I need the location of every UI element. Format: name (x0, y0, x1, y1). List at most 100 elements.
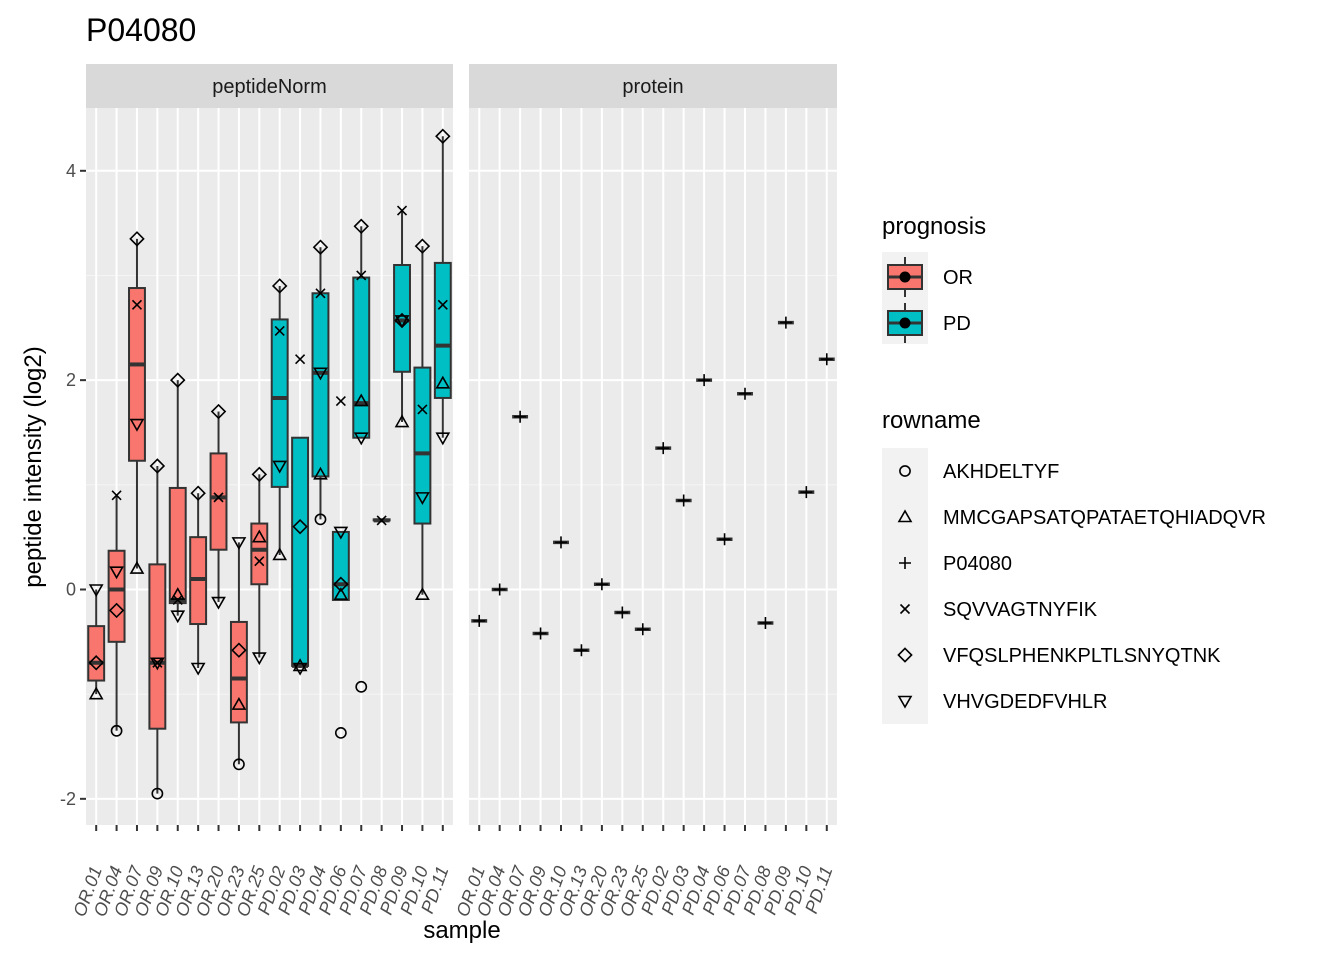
box-body (311, 292, 330, 478)
box-PD.11 (433, 136, 452, 438)
strip-background (469, 64, 837, 108)
point-akhdeltyf (233, 758, 245, 771)
point-p04080 (473, 614, 486, 627)
point-sqvvagtnyfik (274, 325, 285, 337)
chart-title: P04080 (86, 12, 196, 48)
legend-rowname-keys (882, 448, 928, 724)
point-mmcgapsatqpataetqhiadqvr (88, 686, 104, 700)
point-p04080 (575, 644, 588, 657)
point-p04080 (555, 536, 567, 549)
point-sqvvagtnyfik (356, 270, 367, 281)
point-p04080 (820, 353, 833, 366)
y-tick-label: 4 (66, 161, 76, 181)
legend-label: SQVVAGTNYFIK (943, 599, 1098, 621)
box-body (291, 436, 310, 667)
point-vhvgdedfvhlr (231, 537, 247, 550)
box-body (128, 287, 146, 462)
point-vfqslphenkpltlsnyqtnk (108, 602, 125, 619)
strip-label: protein (622, 76, 683, 98)
point-vhvgdedfvhlr (435, 432, 451, 446)
box-body (148, 563, 167, 730)
point-vfqslphenkpltlsnyqtnk (231, 642, 247, 658)
legend-prognosis-title: prognosis (882, 213, 986, 240)
point-sqvvagtnyfik (254, 556, 265, 567)
point-vhvgdedfvhlr (313, 367, 328, 381)
legend-shape-cross (899, 603, 911, 615)
point-akhdeltyf (314, 513, 327, 526)
box-OR.13 (189, 493, 208, 668)
point-vhvgdedfvhlr (251, 652, 267, 666)
box-body (270, 318, 289, 488)
point-vhvgdedfvhlr (394, 315, 410, 329)
point-vhvgdedfvhlr (129, 418, 145, 432)
point-vhvgdedfvhlr (211, 596, 226, 610)
box-body (393, 264, 411, 373)
box-body (87, 625, 106, 682)
point-sqvvagtnyfik (417, 404, 428, 415)
point-vhvgdedfvhlr (272, 460, 288, 474)
point-akhdeltyf (151, 787, 164, 800)
box-PD.02 (270, 285, 289, 555)
point-p04080 (534, 627, 547, 640)
box-body (168, 486, 187, 605)
legend-label: MMCGAPSATQPATAETQHIADQVR (943, 507, 1266, 529)
point-sqvvagtnyfik (131, 299, 143, 310)
legend-label: VFQSLPHENKPLTLSNYQTNK (943, 645, 1221, 667)
box-PD.09 (393, 210, 411, 423)
box-OR.20 (209, 411, 228, 603)
point-sqvvagtnyfik (111, 490, 122, 501)
point-mmcgapsatqpataetqhiadqvr (435, 375, 451, 389)
legend-label: PD (943, 313, 971, 335)
legend-label: OR (943, 267, 973, 289)
point-mmcgapsatqpataetqhiadqvr (333, 587, 349, 601)
box-body (209, 452, 228, 551)
point-vhvgdedfvhlr (333, 526, 349, 540)
point-mmcgapsatqpataetqhiadqvr (251, 529, 267, 543)
legend: prognosis OR PD rowname AKHDELTYF MMCGAPSATQP… (882, 213, 1266, 724)
legend-key-or (887, 257, 923, 297)
panel-background (86, 108, 453, 825)
legend-label: AKHDELTYF (943, 461, 1059, 483)
point-vfqslphenkpltlsnyqtnk (170, 372, 186, 388)
point-p04080 (493, 583, 506, 596)
point-p04080 (800, 486, 813, 499)
x-axis-title: sample (423, 917, 500, 944)
point-vfqslphenkpltlsnyqtnk (271, 278, 288, 294)
point-vfqslphenkpltlsnyqtnk (88, 655, 104, 671)
point-sqvvagtnyfik (295, 354, 306, 365)
strip-background (86, 64, 453, 108)
point-mmcgapsatqpataetqhiadqvr (353, 393, 369, 407)
point-vhvgdedfvhlr (353, 432, 369, 446)
box-PD.07 (352, 226, 371, 439)
point-mmcgapsatqpataetqhiadqvr (231, 697, 247, 710)
point-vfqslphenkpltlsnyqtnk (414, 238, 431, 254)
point-mmcgapsatqpataetqhiadqvr (272, 547, 288, 561)
point-p04080 (759, 616, 772, 629)
box-body (433, 261, 452, 399)
box-body (413, 366, 432, 525)
legend-shape-triangle-down (897, 695, 913, 709)
box-PD.03 (291, 436, 310, 668)
legend-shape-circle (899, 465, 911, 477)
point-p04080 (657, 442, 670, 455)
point-vfqslphenkpltlsnyqtnk (210, 403, 227, 420)
point-akhdeltyf (334, 726, 347, 739)
panels: peptideNormOR.01OR.04OR.07OR.09OR.10OR.1… (60, 64, 837, 919)
point-mmcgapsatqpataetqhiadqvr (415, 587, 430, 601)
legend-rowname-title: rowname (882, 407, 981, 434)
point-vfqslphenkpltlsnyqtnk (312, 239, 329, 255)
point-sqvvagtnyfik (315, 288, 326, 299)
point-vhvgdedfvhlr (190, 662, 206, 676)
point-vhvgdedfvhlr (88, 584, 104, 598)
point-p04080 (718, 533, 731, 546)
point-p04080 (698, 374, 711, 387)
point-vhvgdedfvhlr (415, 492, 430, 505)
y-tick-label: 0 (66, 579, 76, 599)
y-axis-title: peptide intensity (log2) (20, 346, 47, 587)
point-mmcgapsatqpataetqhiadqvr (292, 658, 308, 672)
strip-label: peptideNorm (212, 76, 327, 98)
point-mmcgapsatqpataetqhiadqvr (394, 414, 410, 428)
point-sqvvagtnyfik (437, 299, 448, 310)
point-vhvgdedfvhlr (170, 610, 186, 624)
point-vfqslphenkpltlsnyqtnk (149, 458, 166, 474)
